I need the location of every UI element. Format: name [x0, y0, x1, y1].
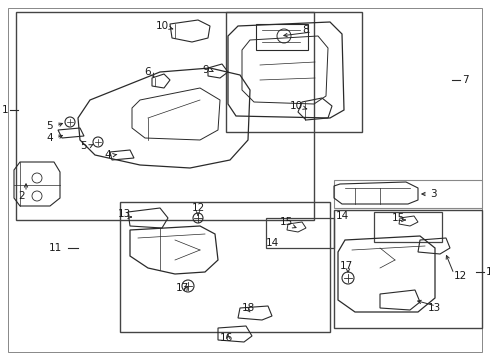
Text: 15: 15	[280, 217, 293, 227]
Text: 14: 14	[336, 211, 349, 221]
Bar	[334, 210, 482, 328]
Text: 18: 18	[242, 303, 255, 313]
Bar	[120, 202, 330, 332]
Text: 16: 16	[220, 333, 233, 343]
Text: 13: 13	[118, 209, 131, 219]
Text: 6: 6	[144, 67, 150, 77]
Text: 17: 17	[176, 283, 189, 293]
Text: 7: 7	[462, 75, 468, 85]
Text: 12: 12	[192, 203, 205, 213]
Bar	[334, 180, 482, 208]
Bar	[374, 212, 442, 242]
Text: 12: 12	[454, 271, 467, 281]
Text: 5: 5	[80, 141, 87, 151]
Text: 3: 3	[430, 189, 437, 199]
Text: 1: 1	[1, 105, 8, 115]
Text: 8: 8	[302, 25, 309, 35]
Text: 14: 14	[266, 238, 279, 248]
Bar	[256, 24, 308, 50]
Text: 4: 4	[46, 133, 52, 143]
Bar	[266, 218, 334, 248]
Text: 11: 11	[49, 243, 62, 253]
Text: 15: 15	[392, 213, 405, 223]
Text: 17: 17	[340, 261, 353, 271]
Bar	[16, 12, 314, 220]
Text: 11: 11	[486, 267, 490, 277]
Text: 9: 9	[202, 65, 209, 75]
Bar	[226, 12, 362, 132]
Text: 5: 5	[46, 121, 52, 131]
Text: 2: 2	[18, 191, 24, 201]
Text: 10: 10	[156, 21, 169, 31]
Text: 13: 13	[428, 303, 441, 313]
Text: 10: 10	[290, 101, 303, 111]
Text: 4: 4	[104, 150, 111, 160]
